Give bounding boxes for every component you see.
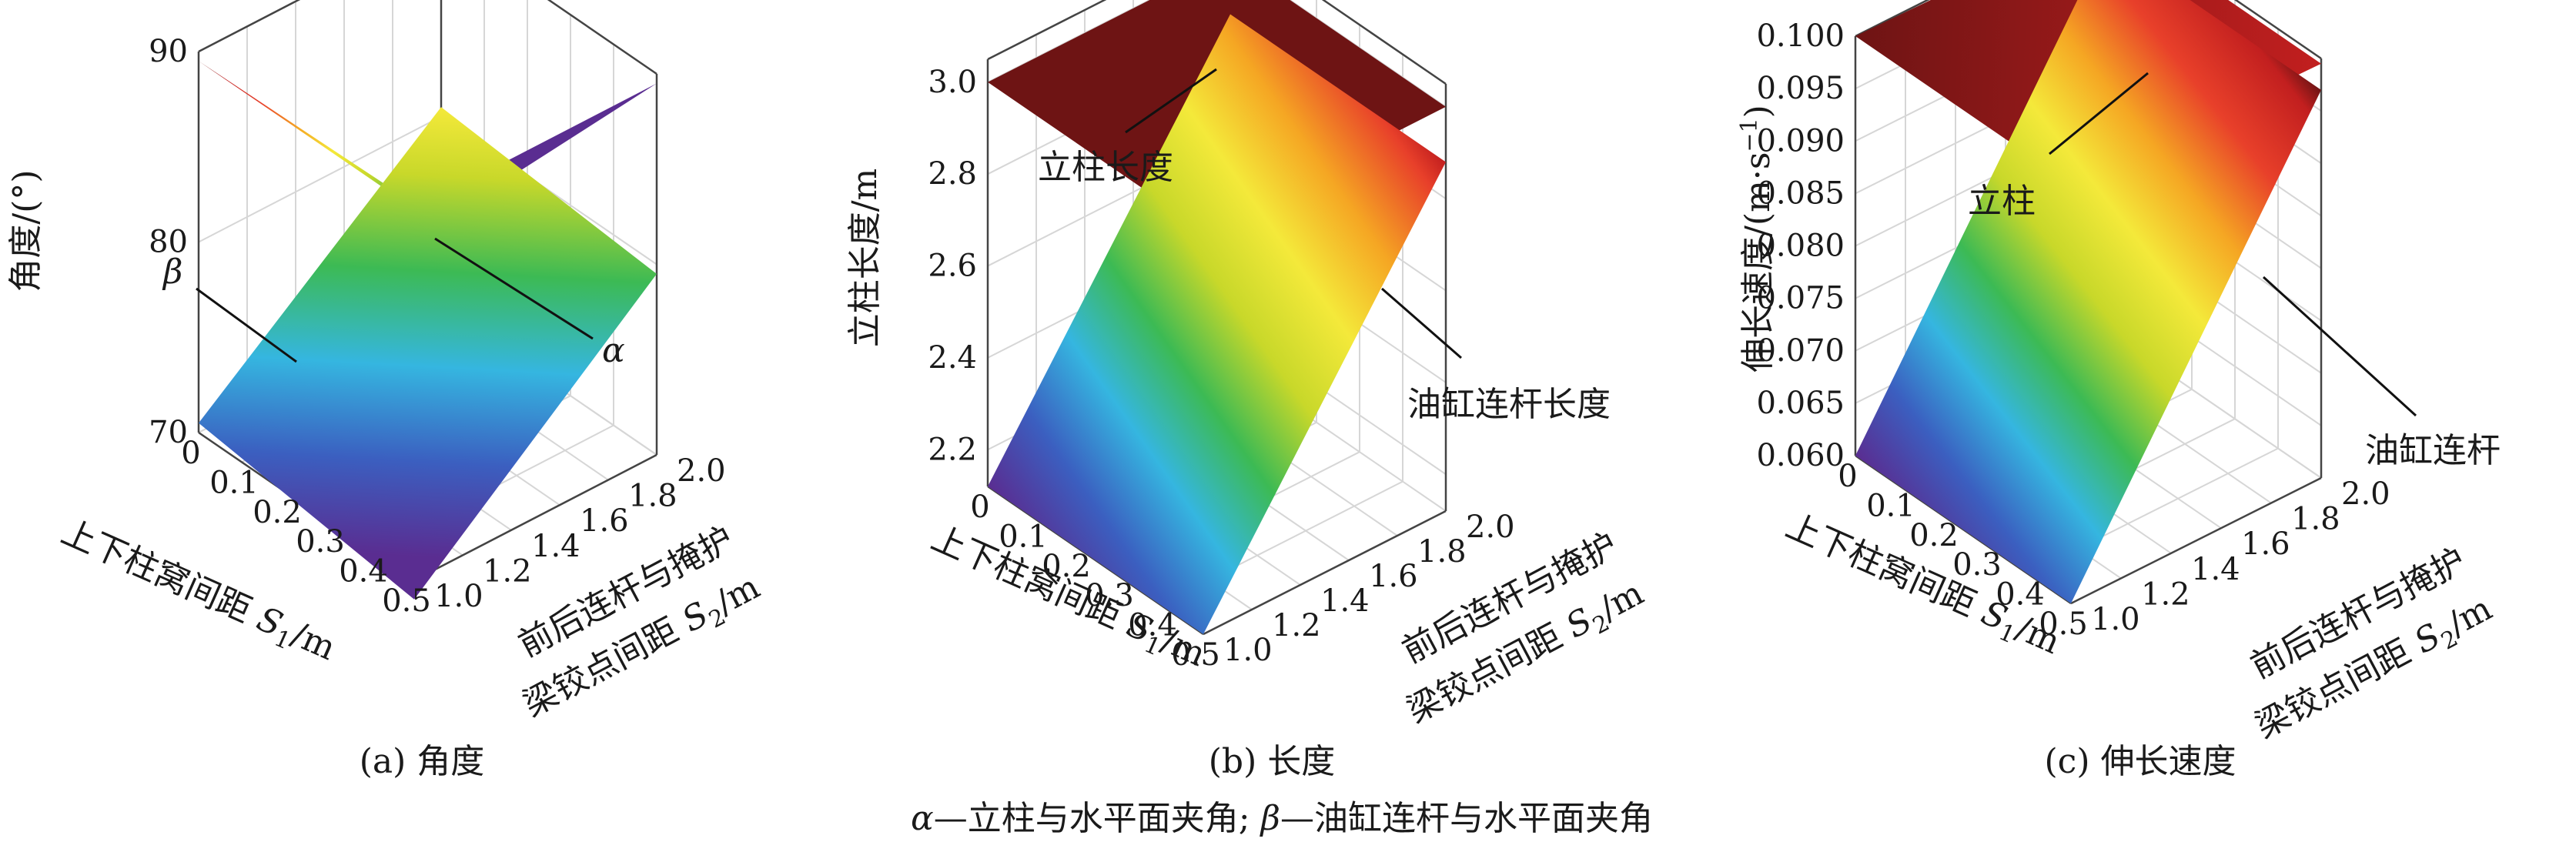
y-tick-label: 1.4 <box>1320 583 1370 619</box>
z-tick-label: 2.6 <box>928 249 977 284</box>
y-tick-label: 1.6 <box>1369 559 1418 594</box>
axis-frame-line <box>2070 476 2322 605</box>
beta-leader-line <box>196 287 297 363</box>
y-tick-label: 2.0 <box>2341 476 2390 512</box>
axis-frame-line <box>1855 0 1930 38</box>
y-tick-label: 1.8 <box>628 479 677 514</box>
z-tick-label: 70 <box>149 415 188 450</box>
y-tick-label: 1.0 <box>1223 633 1273 668</box>
z-axis-label: 立柱长度/m <box>845 169 885 348</box>
beta-annotation: β <box>162 252 182 292</box>
axis-frame-line <box>1321 0 1447 85</box>
x-tick-label: 0.5 <box>2039 606 2088 642</box>
x-tick-label: 0 <box>1838 459 1857 494</box>
x-tick-label: 0.1 <box>999 519 1048 554</box>
x-tick-label: 0.1 <box>209 465 259 500</box>
z-tick-label: 0.085 <box>1756 175 1845 211</box>
y-tick-label: 1.2 <box>2141 576 2190 612</box>
z-tick-label: 0.095 <box>1756 71 1845 106</box>
panel-caption: (c) 伸长速度 <box>2045 742 2236 781</box>
z-axis-label: 伸长速度/(m·s−1) <box>1736 105 1778 373</box>
grid-line <box>198 115 442 243</box>
cylinder-length-annotation: 油缸连杆长度 <box>1407 385 1611 424</box>
y-tick-label: 1.4 <box>2191 552 2240 587</box>
x-tick-label: 0 <box>970 489 989 525</box>
y-tick-label: 1.6 <box>580 503 629 539</box>
x-tick-label: 0 <box>181 436 200 471</box>
y-tick-label: 1.4 <box>531 529 580 564</box>
z-tick-label: 0.060 <box>1756 438 1845 473</box>
y-tick-label: 1.2 <box>1272 608 1321 643</box>
figure-footnote: α—立柱与水平面夹角; β—油缸连杆与水平面夹角 <box>911 799 1653 838</box>
z-tick-label: 0.070 <box>1756 333 1845 369</box>
x-tick-label: 0.5 <box>1171 637 1220 673</box>
z-tick-label: 2.8 <box>928 156 977 192</box>
z-tick-label: 90 <box>149 34 188 69</box>
z-tick-label: 80 <box>149 225 188 260</box>
x-tick-label: 0.5 <box>382 583 431 619</box>
column-speed-leader-line <box>2049 72 2149 155</box>
z-tick-label: 3.0 <box>928 65 977 100</box>
x-tick-label: 0.4 <box>1996 577 2045 613</box>
x-tick-label: 0.3 <box>1085 578 1134 613</box>
y-tick-label: 2.0 <box>677 453 726 489</box>
column-length-annotation: 立柱长度 <box>1038 148 1173 187</box>
y-tick-label: 1.2 <box>483 553 532 589</box>
y-tick-label: 1.0 <box>434 579 483 614</box>
z-tick-label: 0.075 <box>1756 281 1845 316</box>
column-speed-annotation: 立柱 <box>1968 182 2036 221</box>
axis-frame-line <box>413 453 657 582</box>
y-tick-label: 1.8 <box>2291 502 2340 537</box>
panel-length: 2.2 2.4 2.6 2.8 3.0 0 0.10.20.30.40.5 1.01.21.4… <box>845 0 1650 781</box>
grid-line <box>198 0 300 52</box>
panel-angle: 70 80 90 0 0.10.20.30.40.5 1.01.21.41.61.82.0… <box>6 0 766 781</box>
x-tick-label: 0.3 <box>296 524 345 560</box>
z-axis-label: 角度/(°) <box>6 169 45 292</box>
axis-frame-line <box>547 0 657 75</box>
panel-caption: (b) 长度 <box>1209 742 1335 781</box>
axis-frame-line <box>2233 0 2322 60</box>
grid-line <box>547 0 657 75</box>
surface-油缸连杆 <box>1855 0 2321 603</box>
y-tick-label: 1.8 <box>1417 534 1467 570</box>
x-tick-label: 0.1 <box>1866 488 1915 523</box>
axis-frame-line <box>987 0 1107 61</box>
z-tick-label: 0.090 <box>1756 123 1845 159</box>
z-tick-label: 0.065 <box>1756 386 1845 421</box>
cylinder-speed-leader-line <box>2262 276 2417 417</box>
x-tick-label: 0.2 <box>1909 518 1959 553</box>
y-tick-label: 1.0 <box>2091 602 2140 637</box>
x-tick-label: 0.2 <box>253 495 302 530</box>
surface-α <box>199 61 657 222</box>
surface-β <box>199 107 657 600</box>
x-tick-label: 0.2 <box>1042 549 1091 584</box>
z-tick-label: 2.4 <box>928 340 977 376</box>
axis-frame-line <box>1203 510 1447 636</box>
axis-frame-line <box>198 0 301 53</box>
alpha-annotation: α <box>602 331 625 370</box>
panel-speed: 0.060 0.065 0.070 0.075 0.080 0.085 0.090 0.095… <box>1736 0 2501 781</box>
z-tick-label: 0.080 <box>1756 229 1845 264</box>
y-tick-label: 1.6 <box>2241 526 2290 562</box>
z-tick-label: 2.2 <box>928 432 977 467</box>
x-tick-label: 0.4 <box>339 554 388 590</box>
z-tick-label: 0.100 <box>1756 18 1845 54</box>
surface-油缸连杆长度 <box>988 14 1446 634</box>
cylinder-length-leader-line <box>1381 287 1462 359</box>
y-tick-label: 2.0 <box>1466 510 1515 545</box>
x-tick-label: 0.3 <box>1952 547 2002 583</box>
alpha-leader-line <box>434 237 594 340</box>
x-tick-label: 0.4 <box>1128 608 1177 643</box>
panel-caption: (a) 角度 <box>360 742 485 781</box>
column-length-leader-line <box>1125 68 1217 134</box>
cylinder-speed-annotation: 油缸连杆 <box>2365 431 2501 470</box>
